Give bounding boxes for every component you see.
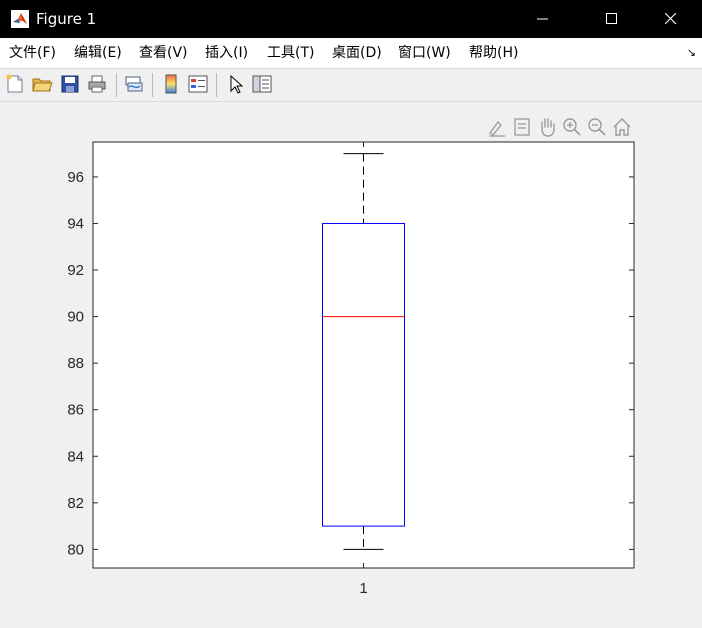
insert-colorbar-button[interactable] [160,73,182,95]
save-icon [61,75,79,93]
toolbar-separator [116,73,117,97]
zoom-out-button[interactable] [586,116,608,138]
property-inspector-icon [252,75,272,93]
matlab-logo-icon [11,10,29,28]
brush-icon [489,121,505,137]
y-tick-label: 82 [67,495,84,512]
menu-insert[interactable]: 插入(I) [205,45,249,61]
y-tick-label: 94 [67,215,84,232]
pointer-button[interactable] [225,73,247,95]
figure-toolbar [0,69,702,102]
insert-legend-icon [188,75,208,93]
y-tick-label: 88 [67,355,84,372]
insert-legend-button[interactable] [187,73,209,95]
open-file-icon [32,78,53,92]
brush-button[interactable] [486,116,508,138]
menu-edit[interactable]: 编辑(E) [74,45,122,61]
toolbar-separator [152,73,153,97]
toolbar-separator [216,73,217,97]
zoom-out-icon [588,118,606,136]
zoom-in-button[interactable] [561,116,583,138]
data-tips-button[interactable] [511,116,533,138]
pointer-icon [230,74,244,94]
y-tick-label: 86 [67,402,84,419]
menu-desktop[interactable]: 桌面(D) [332,45,382,61]
box [322,222,405,527]
title-bar: Figure 1 [0,0,702,38]
y-tick-label: 96 [67,169,84,186]
y-tick-label: 80 [67,541,84,558]
y-tick-label: 90 [67,309,84,326]
menu-view[interactable]: 查看(V) [139,45,188,61]
x-tick-label: 1 [359,580,367,597]
menu-file[interactable]: 文件(F) [9,45,56,61]
property-inspector-button[interactable] [251,73,273,95]
dock-arrow-icon[interactable]: ↘ [686,46,696,59]
print-icon [88,75,106,93]
new-figure-button[interactable] [4,73,26,95]
open-file-button[interactable] [31,73,53,95]
y-tick-label: 84 [67,448,84,465]
minimize-icon [537,18,548,20]
maximize-icon [606,13,617,24]
y-tick-label: 92 [67,262,84,279]
window-title: Figure 1 [36,10,97,28]
new-figure-icon [6,74,23,93]
menu-help[interactable]: 帮助(H) [469,45,519,61]
save-button[interactable] [59,73,81,95]
menu-window[interactable]: 窗口(W) [398,45,451,61]
close-button[interactable] [648,0,694,38]
zoom-in-icon [563,118,581,136]
data-tips-icon [514,118,530,136]
pan-hand-icon [541,118,555,137]
menu-bar: 文件(F) 编辑(E) 查看(V) 插入(I) 工具(T) 桌面(D) 窗口(W… [0,38,702,69]
minimize-button[interactable] [520,0,566,38]
pan-button[interactable] [536,116,558,138]
restore-view-button[interactable] [611,116,633,138]
close-icon [665,13,677,25]
print-button[interactable] [86,73,108,95]
link-plot-button[interactable] [123,73,145,95]
menu-tools[interactable]: 工具(T) [267,45,315,61]
link-plot-icon [125,76,143,92]
insert-colorbar-icon [165,74,177,94]
restore-home-icon [613,118,631,136]
maximize-button[interactable] [589,0,635,38]
